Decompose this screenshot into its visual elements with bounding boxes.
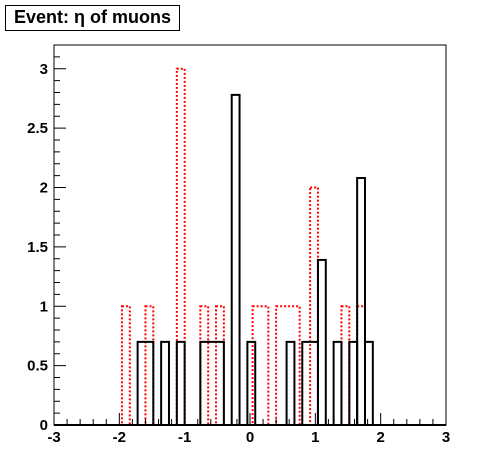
axis-layer: -3 -2 -1 0 1 2 3 0 0.5 1 1.5 2 2.5 3 — [27, 44, 450, 446]
chart-title: Event: η of muons — [5, 5, 180, 31]
x-tick-label: 2 — [376, 429, 384, 446]
bar-dotted-6 — [275, 305, 301, 426]
bar-solid-8 — [316, 258, 327, 426]
bar-solid-6 — [285, 340, 296, 426]
bar-solid-2 — [175, 340, 186, 426]
bar-solid-4 — [230, 93, 241, 426]
bar-solid-5 — [246, 340, 257, 426]
x-tick-label: 1 — [311, 429, 319, 446]
x-tick-label: 3 — [442, 429, 450, 446]
bar-dotted-0 — [120, 305, 131, 426]
bar-solid-3 — [199, 340, 225, 426]
bar-solid-9 — [332, 340, 343, 426]
bar-solid-12 — [363, 340, 374, 426]
plot-frame — [53, 44, 447, 426]
x-tick-label: -2 — [113, 429, 126, 446]
y-tick-label: 2 — [40, 180, 48, 197]
series-layer — [54, 67, 446, 426]
x-tick-label: -3 — [47, 429, 60, 446]
bar-dotted-2 — [175, 67, 186, 426]
bar-solid-10 — [348, 340, 359, 426]
y-tick-label: 2.5 — [27, 120, 48, 137]
bar-dotted-7 — [309, 186, 319, 426]
y-tick-label: 1.5 — [27, 239, 48, 256]
bar-dotted-1 — [144, 305, 155, 426]
series-solid — [54, 93, 446, 426]
x-tick-label: -1 — [178, 429, 191, 446]
bar-solid-11 — [356, 177, 366, 426]
bar-dotted-5 — [251, 305, 270, 426]
bar-dotted-8 — [340, 305, 351, 426]
bar-dotted-3 — [199, 305, 210, 426]
y-tick-label: 0.5 — [27, 358, 48, 375]
bar-solid-1 — [160, 340, 170, 426]
x-tick-label: 0 — [246, 429, 254, 446]
y-tick-label: 0 — [40, 417, 48, 434]
bar-dotted-9 — [356, 305, 366, 426]
bar-dotted-4 — [215, 305, 225, 426]
y-tick-label: 3 — [40, 61, 48, 78]
y-tick-label: 1 — [40, 298, 48, 315]
series-dotted — [54, 67, 446, 426]
